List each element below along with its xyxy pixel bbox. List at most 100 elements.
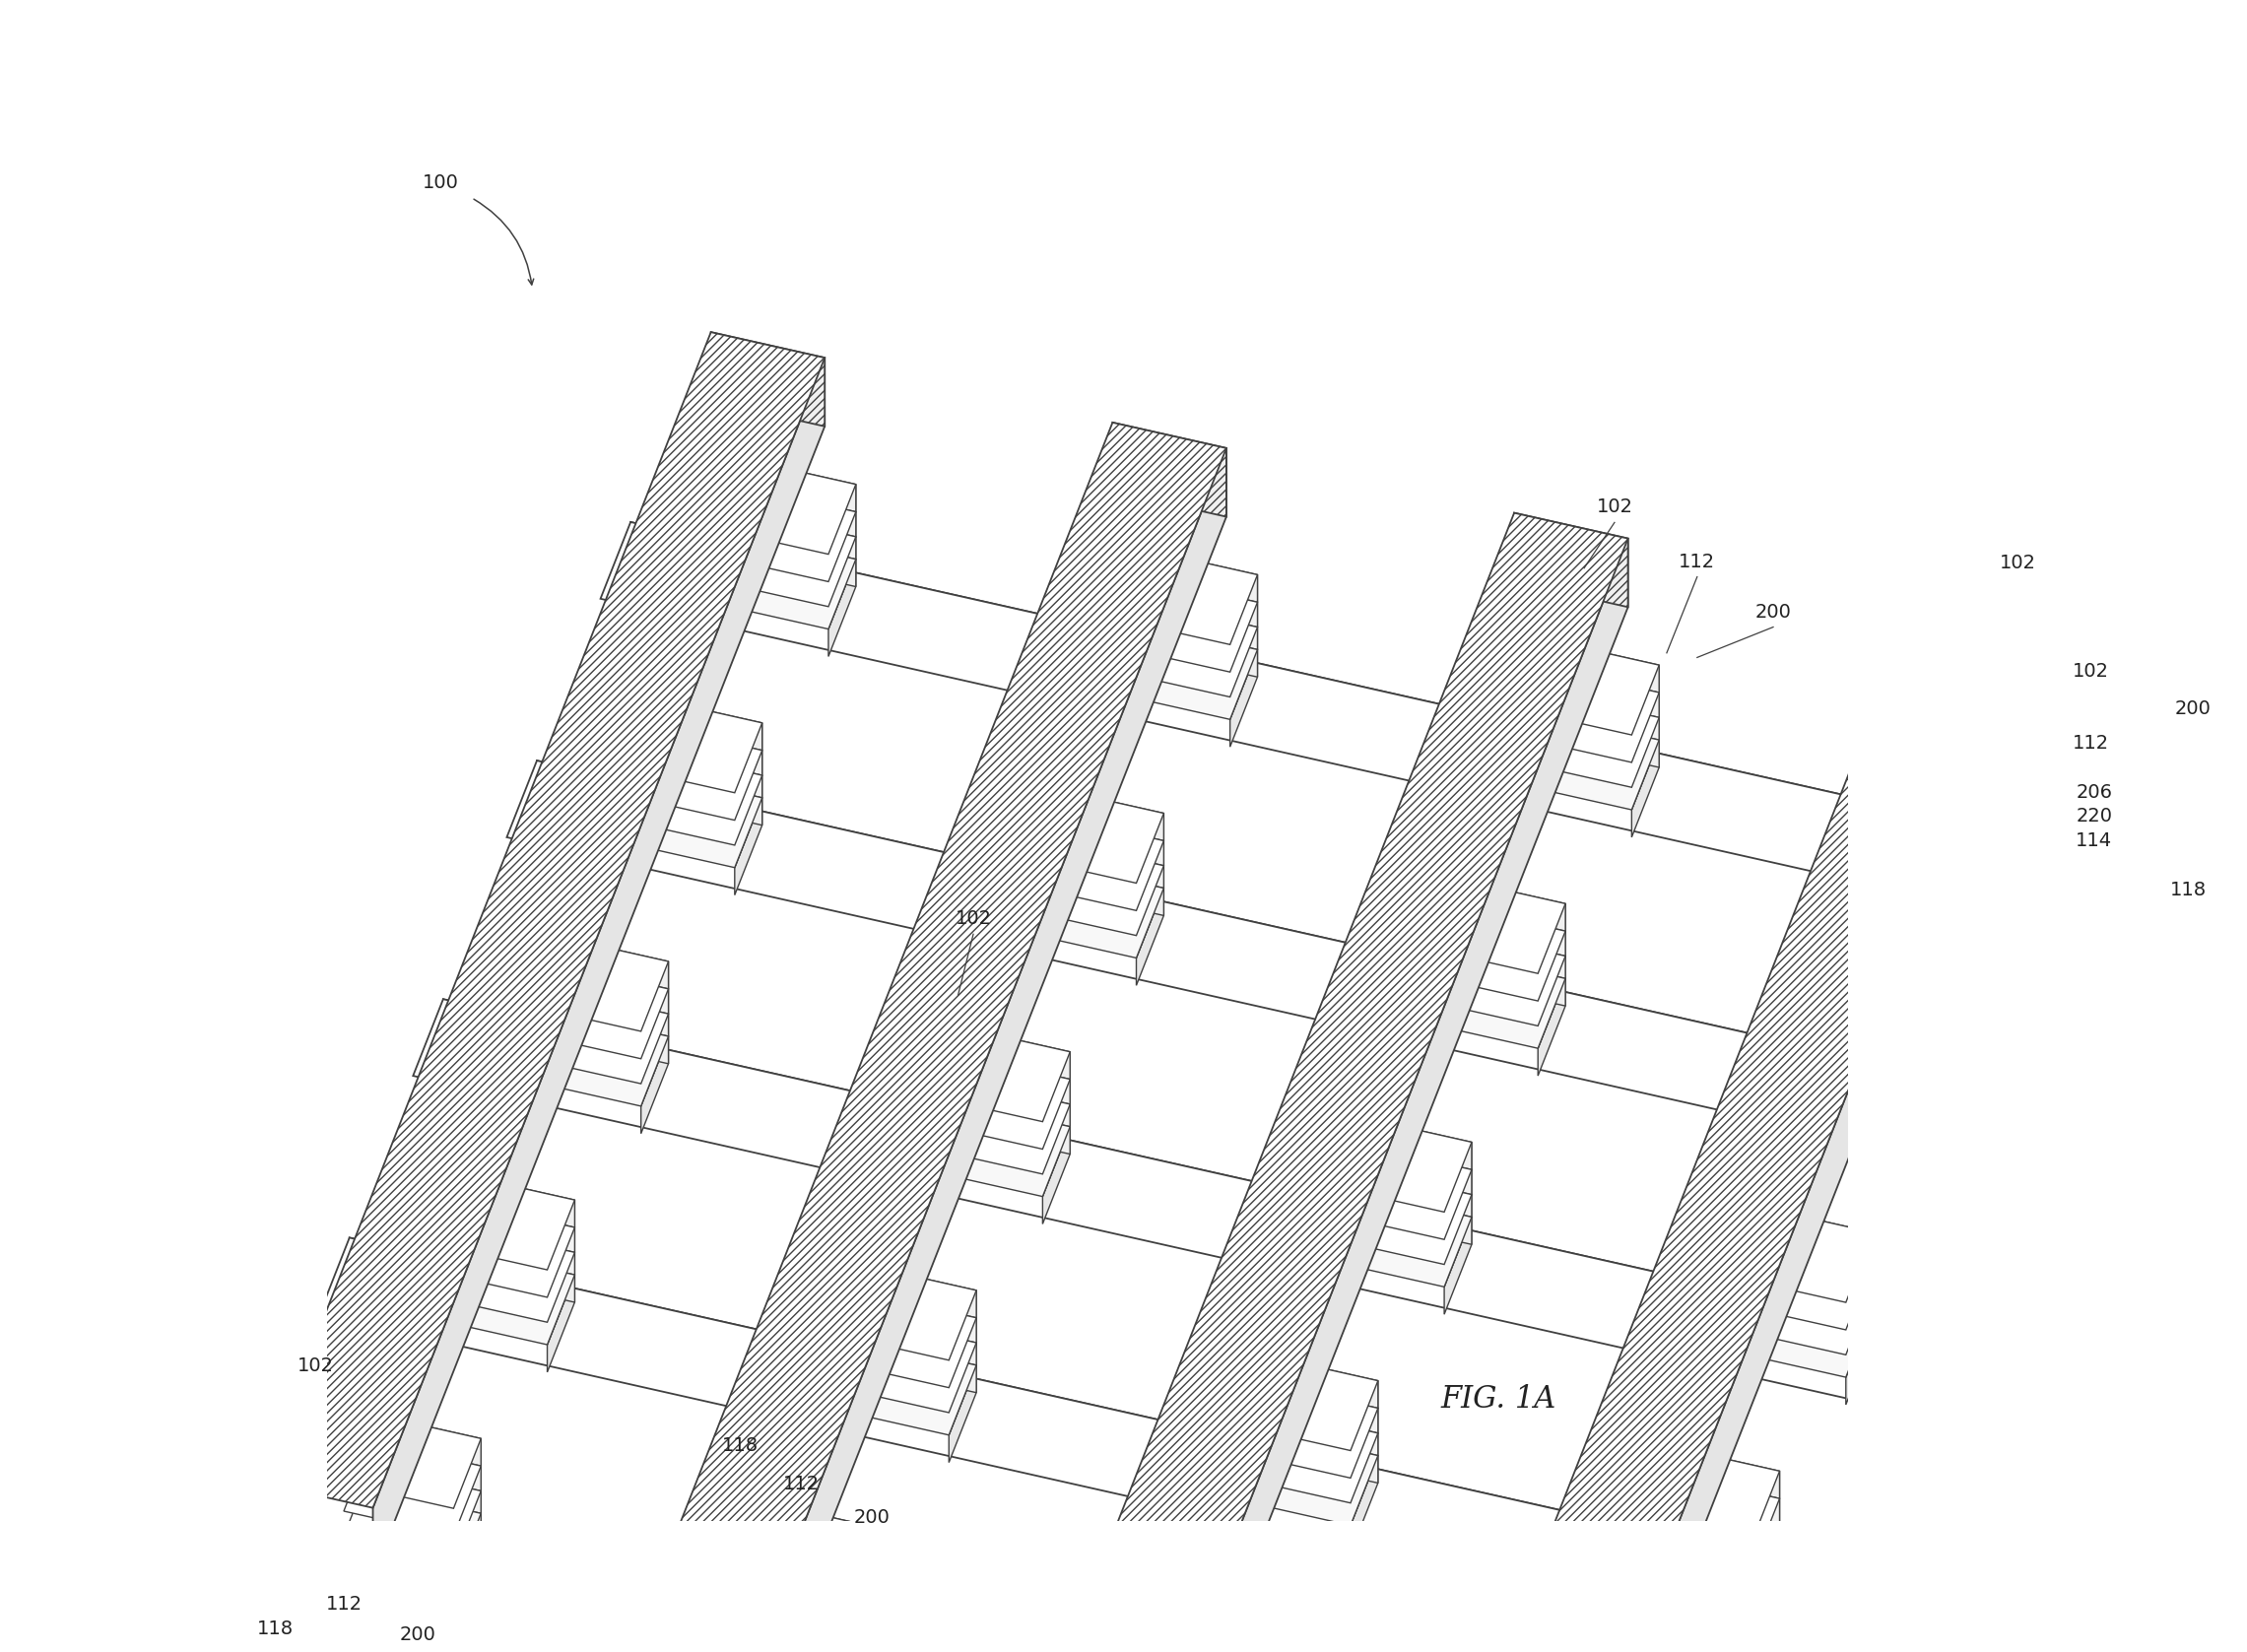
Polygon shape xyxy=(530,937,667,1031)
Polygon shape xyxy=(2034,808,2060,900)
Polygon shape xyxy=(1137,866,1164,958)
Polygon shape xyxy=(1917,603,2029,697)
Polygon shape xyxy=(773,1505,883,1556)
Polygon shape xyxy=(1939,995,1966,1092)
Polygon shape xyxy=(838,1318,977,1412)
Polygon shape xyxy=(1335,1193,1472,1287)
Polygon shape xyxy=(530,965,667,1059)
Polygon shape xyxy=(1829,996,1966,1092)
Polygon shape xyxy=(454,1439,481,1536)
Polygon shape xyxy=(1923,730,2060,826)
Polygon shape xyxy=(829,558,856,656)
Polygon shape xyxy=(1146,1647,1285,1652)
Polygon shape xyxy=(1829,1044,1966,1138)
Polygon shape xyxy=(1829,1021,1966,1117)
Polygon shape xyxy=(548,1227,575,1322)
Polygon shape xyxy=(1335,1117,1472,1213)
Polygon shape xyxy=(856,1528,883,1626)
Polygon shape xyxy=(746,1531,883,1626)
Text: 220: 220 xyxy=(2076,806,2112,826)
Polygon shape xyxy=(443,999,1982,1408)
Polygon shape xyxy=(1240,1356,1377,1450)
Polygon shape xyxy=(1240,1409,1377,1503)
Text: 200: 200 xyxy=(400,1626,436,1644)
Polygon shape xyxy=(1631,717,1658,809)
Polygon shape xyxy=(1923,758,2060,852)
Polygon shape xyxy=(1764,1208,1874,1260)
Polygon shape xyxy=(959,1102,1070,1155)
Polygon shape xyxy=(1429,879,1566,973)
Polygon shape xyxy=(867,1294,977,1343)
Polygon shape xyxy=(1737,1236,1874,1330)
Polygon shape xyxy=(1054,816,1164,866)
Text: 206: 206 xyxy=(2076,783,2112,801)
Polygon shape xyxy=(560,1011,667,1064)
Polygon shape xyxy=(1456,879,1566,932)
Polygon shape xyxy=(1514,512,1629,606)
Polygon shape xyxy=(625,750,762,846)
Polygon shape xyxy=(351,1237,1890,1647)
Polygon shape xyxy=(1267,1356,1377,1408)
Polygon shape xyxy=(1445,1142,1472,1239)
Text: 100: 100 xyxy=(422,173,458,192)
Polygon shape xyxy=(652,699,762,750)
Polygon shape xyxy=(600,522,2171,945)
Polygon shape xyxy=(1267,1409,1377,1455)
Polygon shape xyxy=(1121,550,1258,644)
Polygon shape xyxy=(438,1203,575,1297)
Polygon shape xyxy=(746,535,856,586)
Polygon shape xyxy=(1148,578,1258,628)
Polygon shape xyxy=(640,1014,667,1107)
Polygon shape xyxy=(1923,783,2060,877)
Polygon shape xyxy=(1054,864,1164,915)
Polygon shape xyxy=(1577,629,2029,1652)
Polygon shape xyxy=(1845,1307,1874,1404)
Polygon shape xyxy=(371,1414,481,1465)
Polygon shape xyxy=(735,775,762,867)
Polygon shape xyxy=(1350,1381,1377,1479)
Polygon shape xyxy=(1027,864,1164,958)
Text: 200: 200 xyxy=(854,1508,890,1526)
Polygon shape xyxy=(856,1604,883,1652)
Polygon shape xyxy=(465,1227,575,1275)
Polygon shape xyxy=(1550,715,1658,768)
Polygon shape xyxy=(344,1414,481,1508)
Polygon shape xyxy=(1429,953,1566,1049)
Polygon shape xyxy=(1229,628,1258,719)
Polygon shape xyxy=(735,724,762,819)
Polygon shape xyxy=(1953,1345,1982,1485)
Polygon shape xyxy=(1362,1170,1472,1218)
Polygon shape xyxy=(625,773,762,867)
Polygon shape xyxy=(258,332,825,1508)
Polygon shape xyxy=(371,1441,481,1490)
Polygon shape xyxy=(1753,1546,1780,1644)
Polygon shape xyxy=(625,699,762,793)
Polygon shape xyxy=(465,1203,575,1252)
Polygon shape xyxy=(1737,1282,1874,1378)
Polygon shape xyxy=(652,750,762,798)
Polygon shape xyxy=(1335,1145,1472,1239)
Polygon shape xyxy=(2047,1107,2076,1246)
Polygon shape xyxy=(1858,970,1966,1021)
Polygon shape xyxy=(829,537,856,629)
Polygon shape xyxy=(838,1265,977,1360)
Polygon shape xyxy=(1175,539,1629,1652)
Polygon shape xyxy=(1112,423,1227,517)
Polygon shape xyxy=(1063,512,1629,1652)
Polygon shape xyxy=(1670,1521,1780,1573)
Polygon shape xyxy=(1240,1383,1377,1479)
Polygon shape xyxy=(1148,603,1258,649)
Polygon shape xyxy=(1764,1236,1874,1285)
Polygon shape xyxy=(959,1028,1070,1079)
Polygon shape xyxy=(454,1465,481,1561)
Polygon shape xyxy=(373,358,825,1576)
Polygon shape xyxy=(838,1294,977,1388)
Polygon shape xyxy=(775,448,1227,1652)
Polygon shape xyxy=(371,1467,481,1513)
Polygon shape xyxy=(1445,1194,1472,1287)
Polygon shape xyxy=(344,1488,481,1583)
Polygon shape xyxy=(1350,1455,1377,1553)
Polygon shape xyxy=(1643,1447,1780,1541)
Polygon shape xyxy=(1256,1647,1285,1652)
Polygon shape xyxy=(1267,1431,1377,1483)
